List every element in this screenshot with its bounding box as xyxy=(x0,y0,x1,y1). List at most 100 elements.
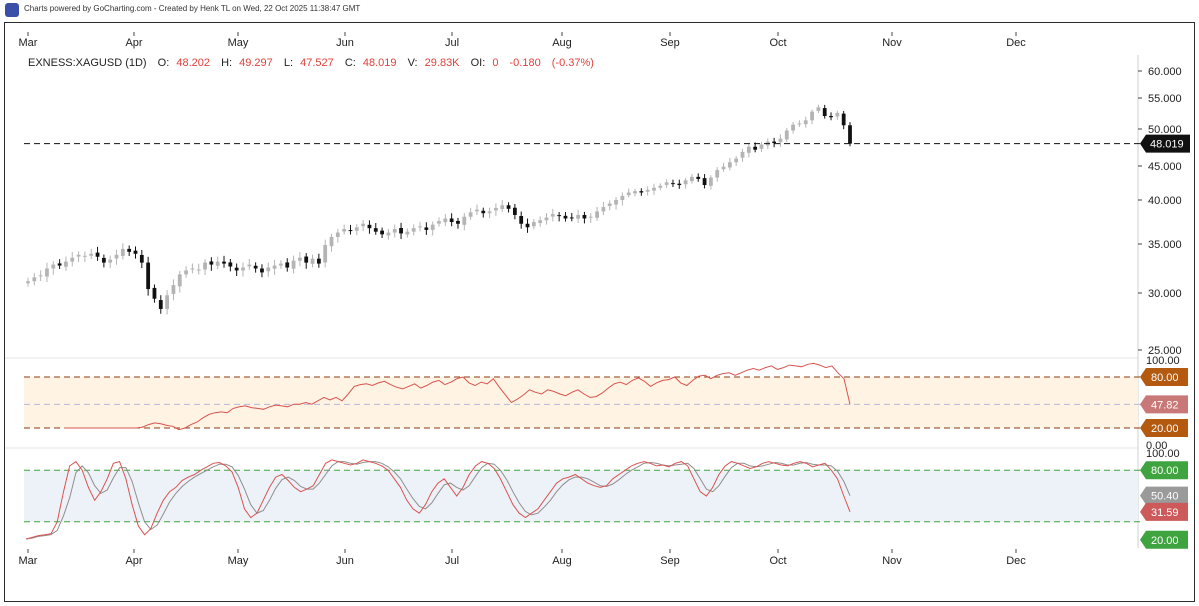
candle-body xyxy=(222,261,226,264)
candle-body xyxy=(171,285,176,294)
month-label-bottom: Apr xyxy=(125,555,142,567)
candle-body xyxy=(721,166,726,170)
candle-body xyxy=(784,130,789,140)
candle-body xyxy=(512,207,517,215)
candle-body xyxy=(778,138,783,143)
month-label-bottom: Jul xyxy=(445,555,459,567)
month-label-bottom: Nov xyxy=(882,555,902,567)
indicator-tags: 80.00 47.82 20.00 80.00 50.40 31.59 20.00 xyxy=(1140,368,1188,549)
candle-body xyxy=(234,267,239,271)
rsi-current-tag-bg xyxy=(1140,395,1188,414)
month-label-bottom: Dec xyxy=(1006,555,1026,567)
open-label: O: xyxy=(158,57,170,69)
volume-value: 29.83K xyxy=(425,57,461,69)
oi-label: OI: xyxy=(471,57,486,69)
candle-body xyxy=(456,220,460,224)
candle-body xyxy=(620,195,625,200)
candle-body xyxy=(190,268,195,270)
price-tick-label: 45.000 xyxy=(1148,161,1182,173)
price-tick-label: 55.000 xyxy=(1148,93,1182,105)
candle-body xyxy=(715,170,720,178)
candle-body xyxy=(727,162,732,168)
candle-body xyxy=(525,223,530,228)
candle-body xyxy=(405,231,410,235)
high-value: 49.297 xyxy=(239,57,273,69)
candle-body xyxy=(367,224,372,229)
candle-body xyxy=(83,255,87,257)
candle-body xyxy=(361,223,366,227)
candle-body xyxy=(323,244,328,263)
candle-body xyxy=(228,262,233,267)
candle-body xyxy=(519,216,524,224)
candle-body xyxy=(418,226,422,228)
month-label-top: Jun xyxy=(336,37,354,49)
candle-body xyxy=(569,217,574,219)
month-label-top: Aug xyxy=(552,37,572,49)
candles xyxy=(26,104,852,315)
candle-body xyxy=(607,203,612,206)
symbol-label: EXNESS:XAGUSD (1D) xyxy=(28,57,147,69)
candle-body xyxy=(133,250,138,254)
candle-body xyxy=(538,220,543,224)
candle-body xyxy=(64,261,68,267)
candle-body xyxy=(26,281,30,284)
price-tick-label: 40.000 xyxy=(1148,195,1182,207)
credit-bar: Charts powered by GoCharting.com - Creat… xyxy=(0,0,1199,20)
price-tick-label: 30.000 xyxy=(1148,288,1182,300)
stoch-level-80-tag-bg xyxy=(1140,461,1188,480)
stoch-level-20-tag-bg xyxy=(1140,530,1188,549)
candle-body xyxy=(500,205,505,209)
candle-body xyxy=(380,230,384,235)
candle-body xyxy=(462,216,467,225)
candle-body xyxy=(120,248,125,256)
candle-body xyxy=(708,177,713,186)
candle-body xyxy=(203,262,207,270)
month-label-bottom: Jun xyxy=(336,555,354,567)
candle-body xyxy=(272,265,277,269)
credit-text: Charts powered by GoCharting.com - Creat… xyxy=(24,4,361,13)
price-tick-label: 35.000 xyxy=(1148,239,1182,251)
change-value: -0.180 xyxy=(510,57,541,69)
candle-body xyxy=(702,178,707,186)
candle-body xyxy=(582,214,587,219)
stoch-d-tag-bg xyxy=(1140,486,1188,505)
candle-body xyxy=(291,260,296,269)
price-axis: 60.000 55.000 50.000 45.000 40.000 35.000 30.0… xyxy=(1138,66,1182,357)
candle-body xyxy=(791,124,795,131)
month-axis-top: Mar Apr May Jun Jul Aug Sep Oct Nov Dec xyxy=(19,32,1026,49)
candle-body xyxy=(664,182,669,185)
candle-body xyxy=(297,257,302,261)
candle-body xyxy=(285,262,290,268)
candle-body xyxy=(746,146,751,153)
rsi-level-20-tag-bg xyxy=(1140,419,1188,437)
candle-body xyxy=(316,258,321,264)
stoch-d-line xyxy=(25,461,851,540)
month-label-top: Jul xyxy=(445,37,459,49)
month-label-top: Nov xyxy=(882,37,902,49)
month-label-top: May xyxy=(228,37,249,49)
low-value: 47.527 xyxy=(300,57,334,69)
stoch-tick-100: 100.00 xyxy=(1146,448,1180,460)
candle-body xyxy=(51,264,56,269)
open-value: 48.202 xyxy=(176,57,210,69)
month-label-bottom: Mar xyxy=(19,555,38,567)
candle-body xyxy=(683,180,688,185)
candle-body xyxy=(127,248,132,252)
candle-body xyxy=(601,207,606,212)
candle-body xyxy=(386,232,391,236)
candle-body xyxy=(279,263,283,266)
candle-body xyxy=(424,227,429,230)
candle-body xyxy=(658,185,663,188)
candle-body xyxy=(772,141,777,144)
candle-body xyxy=(304,256,309,263)
candle-body xyxy=(45,268,49,277)
high-label: H: xyxy=(221,57,232,69)
candle-body xyxy=(696,176,701,179)
month-label-bottom: Sep xyxy=(660,555,680,567)
candle-body xyxy=(101,257,106,263)
candle-body xyxy=(310,258,315,264)
candle-body xyxy=(506,205,511,209)
month-label-top: Oct xyxy=(769,37,786,49)
volume-label: V: xyxy=(408,57,418,69)
